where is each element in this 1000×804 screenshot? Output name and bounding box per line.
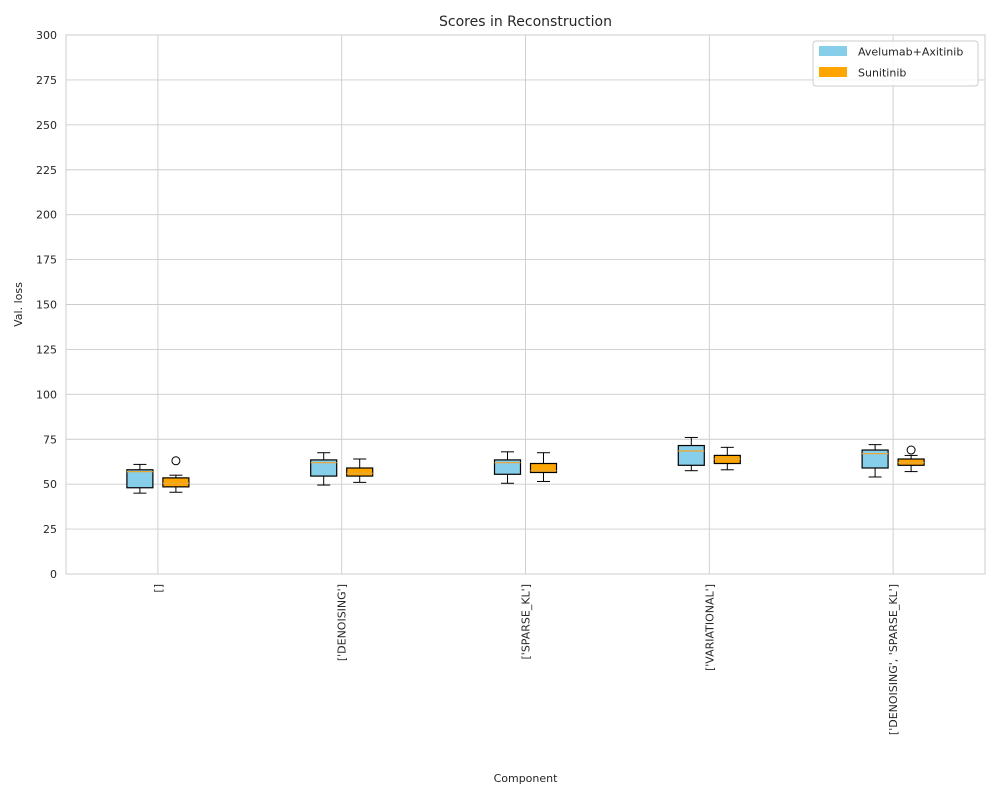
box-body bbox=[162, 477, 190, 488]
box-1-4 bbox=[897, 445, 925, 473]
flier-point bbox=[906, 445, 916, 455]
box-0-0 bbox=[126, 463, 154, 494]
x-tick-label: [] bbox=[152, 584, 165, 593]
box-body bbox=[529, 462, 558, 474]
box-body bbox=[310, 459, 338, 477]
y-tick-label: 200 bbox=[36, 209, 57, 222]
box-body bbox=[861, 449, 889, 469]
x-tick-label: ['VARIATIONAL'] bbox=[703, 584, 716, 671]
box-body bbox=[677, 444, 705, 466]
y-tick-label: 75 bbox=[43, 433, 57, 446]
y-tick-label: 250 bbox=[36, 119, 57, 132]
y-tick-label: 125 bbox=[36, 343, 57, 356]
tick-layer: 0 25 50 75 100 125 150 175 200 225 250 275 300 [] ['DE… bbox=[36, 29, 900, 735]
box-1-2 bbox=[529, 452, 558, 482]
box-1-1 bbox=[346, 458, 374, 483]
x-tick-label: ['DENOISING'] bbox=[336, 584, 349, 661]
y-tick-label: 300 bbox=[36, 29, 57, 42]
box-body bbox=[126, 469, 154, 489]
y-tick-label: 150 bbox=[36, 299, 57, 312]
y-axis-label: Val. loss bbox=[12, 282, 25, 327]
y-tick-label: 225 bbox=[36, 164, 57, 177]
y-tick-label: 275 bbox=[36, 74, 57, 87]
legend-swatch-sunitinib bbox=[819, 67, 847, 77]
x-tick-label: ['SPARSE_KL'] bbox=[520, 584, 533, 660]
legend-label-avelumab-axitinib: Avelumab+Axitinib bbox=[858, 46, 963, 59]
box-1-3 bbox=[713, 446, 741, 471]
y-tick-label: 100 bbox=[36, 388, 57, 401]
box-body bbox=[346, 467, 374, 477]
x-tick-label: ['DENOISING', 'SPARSE_KL'] bbox=[887, 584, 900, 735]
box-0-3 bbox=[677, 436, 705, 472]
chart-title: Scores in Reconstruction bbox=[439, 14, 612, 30]
box-body bbox=[493, 459, 522, 475]
y-tick-label: 50 bbox=[43, 478, 57, 491]
y-tick-label: 175 bbox=[36, 254, 57, 267]
plot-frame bbox=[65, 34, 986, 575]
legend-swatch-avelumab-axitinib bbox=[819, 46, 847, 56]
legend-label-sunitinib: Sunitinib bbox=[858, 67, 906, 80]
box-1-0 bbox=[162, 456, 190, 493]
box-0-4 bbox=[861, 444, 889, 478]
flier-point bbox=[171, 456, 181, 466]
y-tick-label: 0 bbox=[50, 568, 57, 581]
box-0-1 bbox=[310, 452, 338, 486]
box-0-2 bbox=[493, 451, 522, 484]
grid-layer bbox=[66, 34, 985, 575]
box-layer bbox=[126, 436, 925, 494]
legend: Avelumab+Axitinib Sunitinib bbox=[812, 40, 979, 87]
legend-frame bbox=[812, 40, 979, 87]
x-axis-label: Component bbox=[494, 772, 559, 785]
y-tick-label: 25 bbox=[43, 523, 57, 536]
